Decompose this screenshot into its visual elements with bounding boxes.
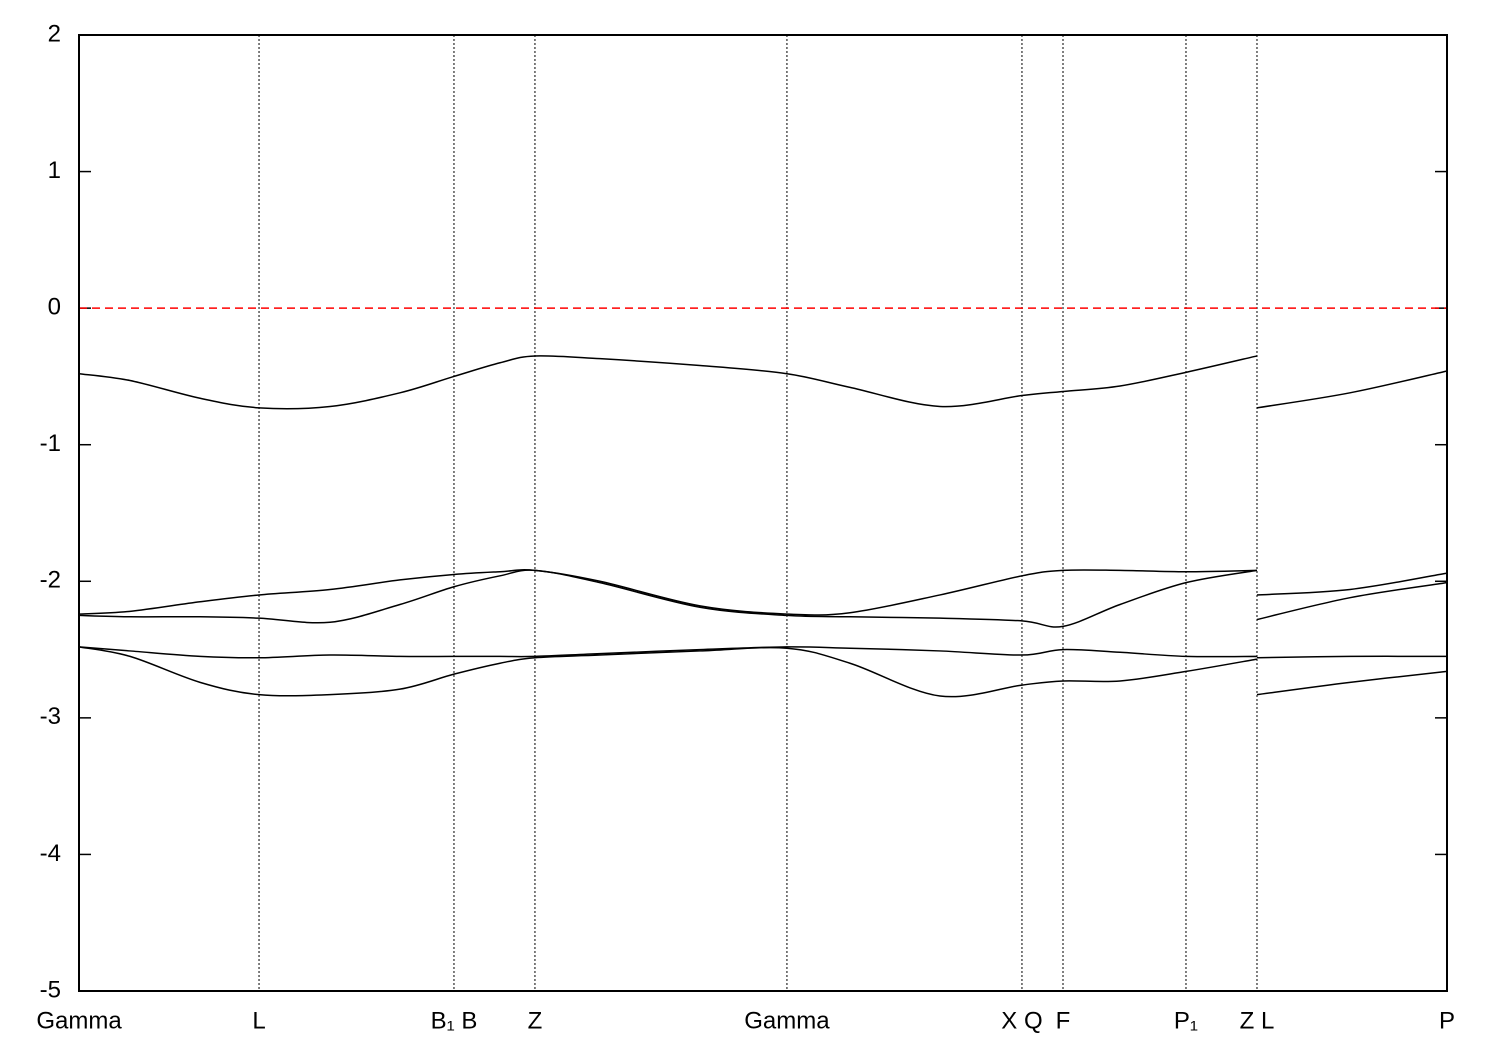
band-line bbox=[78, 569, 1448, 616]
y-tick-label: 2 bbox=[48, 20, 61, 47]
x-tick-label: B₁ B bbox=[431, 1007, 478, 1034]
y-tick-label: -1 bbox=[40, 430, 61, 457]
y-tick-label: -3 bbox=[40, 703, 61, 730]
y-tick-label: -4 bbox=[40, 840, 61, 867]
y-tick-label: 1 bbox=[48, 157, 61, 184]
plot-frame bbox=[78, 34, 1448, 992]
band-line bbox=[78, 569, 1448, 628]
band-line bbox=[78, 355, 1448, 410]
x-tick-label: F bbox=[1056, 1007, 1071, 1034]
y-tick-label: 0 bbox=[48, 293, 61, 320]
y-tick-label: -5 bbox=[40, 976, 61, 1003]
x-tick-label: Gamma bbox=[36, 1007, 122, 1034]
x-tick-label: X Q bbox=[1001, 1007, 1042, 1034]
x-tick-label: P₁ bbox=[1174, 1007, 1198, 1034]
y-tick-label: -2 bbox=[40, 567, 61, 594]
x-tick-label: P bbox=[1439, 1007, 1455, 1034]
x-tick-label: L bbox=[252, 1007, 265, 1034]
x-tick-label: Z bbox=[528, 1007, 543, 1034]
x-tick-label: Gamma bbox=[744, 1007, 830, 1034]
x-tick-label: Z L bbox=[1240, 1007, 1275, 1034]
band-line bbox=[78, 646, 1448, 698]
band-line bbox=[78, 646, 1448, 659]
